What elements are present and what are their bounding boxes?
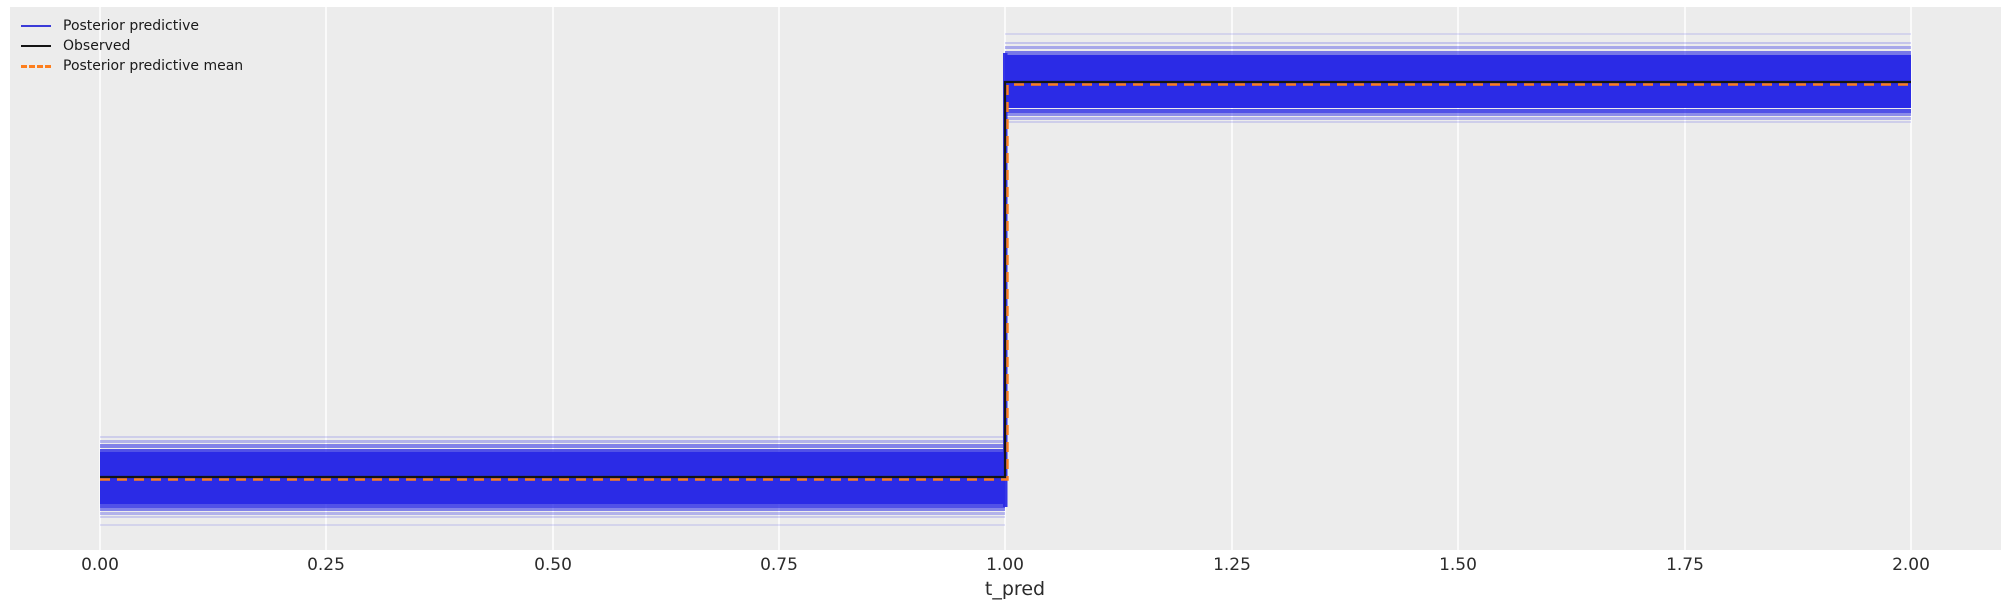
posterior-sample-stripe bbox=[1005, 117, 1911, 120]
posterior-sample-stripe bbox=[1005, 113, 1911, 116]
posterior-sample-stripe bbox=[1005, 42, 1911, 44]
gridline bbox=[552, 7, 554, 550]
x-tick-label: 1.75 bbox=[1666, 555, 1704, 575]
x-tick-label: 0.75 bbox=[760, 555, 798, 575]
posterior-sample-stripe bbox=[100, 508, 1005, 511]
x-tick-label: 1.50 bbox=[1439, 555, 1477, 575]
gridline bbox=[325, 7, 327, 550]
posterior-sample-stripe bbox=[100, 436, 1005, 438]
posterior-mean-line bbox=[100, 83, 1911, 481]
gridline bbox=[1910, 7, 1912, 550]
posterior-sample-stripe bbox=[1005, 109, 1911, 113]
legend: Posterior predictive Observed Posterior … bbox=[21, 19, 243, 73]
posterior-sample-stripe bbox=[100, 524, 1005, 526]
posterior-sample-stripe bbox=[1005, 121, 1911, 123]
x-tick-label: 0.00 bbox=[81, 555, 119, 575]
posterior-sample-stripe bbox=[100, 444, 1005, 448]
posterior-mean-dashed-line-icon bbox=[21, 64, 51, 68]
posterior-sample-stripe bbox=[1005, 51, 1911, 55]
posterior-sample-stripe bbox=[100, 449, 1005, 453]
x-tick-label: 0.25 bbox=[307, 555, 345, 575]
posterior-sample-stripe bbox=[1005, 33, 1911, 35]
gridline bbox=[99, 7, 101, 550]
posterior-predictive-line-icon bbox=[21, 25, 51, 27]
legend-label: Posterior predictive mean bbox=[63, 58, 244, 74]
plot-area bbox=[10, 7, 2001, 550]
legend-item-posterior-predictive: Posterior predictive bbox=[21, 19, 243, 33]
posterior-sample-stripe bbox=[100, 516, 1005, 518]
gridline bbox=[1457, 7, 1459, 550]
x-tick-label: 2.00 bbox=[1892, 555, 1930, 575]
chart-canvas bbox=[99, 7, 1912, 550]
observed-line-icon bbox=[21, 45, 51, 47]
gridline bbox=[1231, 7, 1233, 550]
x-tick-label: 1.25 bbox=[1213, 555, 1251, 575]
posterior-sample-stripe bbox=[1005, 46, 1911, 49]
gridline bbox=[778, 7, 780, 550]
legend-item-observed: Observed bbox=[21, 39, 243, 53]
posterior-sample-stripe bbox=[100, 504, 1005, 508]
legend-item-posterior-predictive-mean: Posterior predictive mean bbox=[21, 59, 243, 73]
gridline bbox=[1684, 7, 1686, 550]
observed-line bbox=[100, 80, 1911, 479]
x-tick-label: 0.50 bbox=[534, 555, 572, 575]
posterior-sample-stripe bbox=[100, 512, 1005, 515]
legend-label: Posterior predictive bbox=[63, 18, 200, 34]
posterior-sample-stripe bbox=[100, 440, 1005, 443]
x-axis-label: t_pred bbox=[984, 578, 1046, 600]
legend-label: Observed bbox=[63, 38, 131, 54]
x-tick-label: 1.00 bbox=[986, 555, 1024, 575]
